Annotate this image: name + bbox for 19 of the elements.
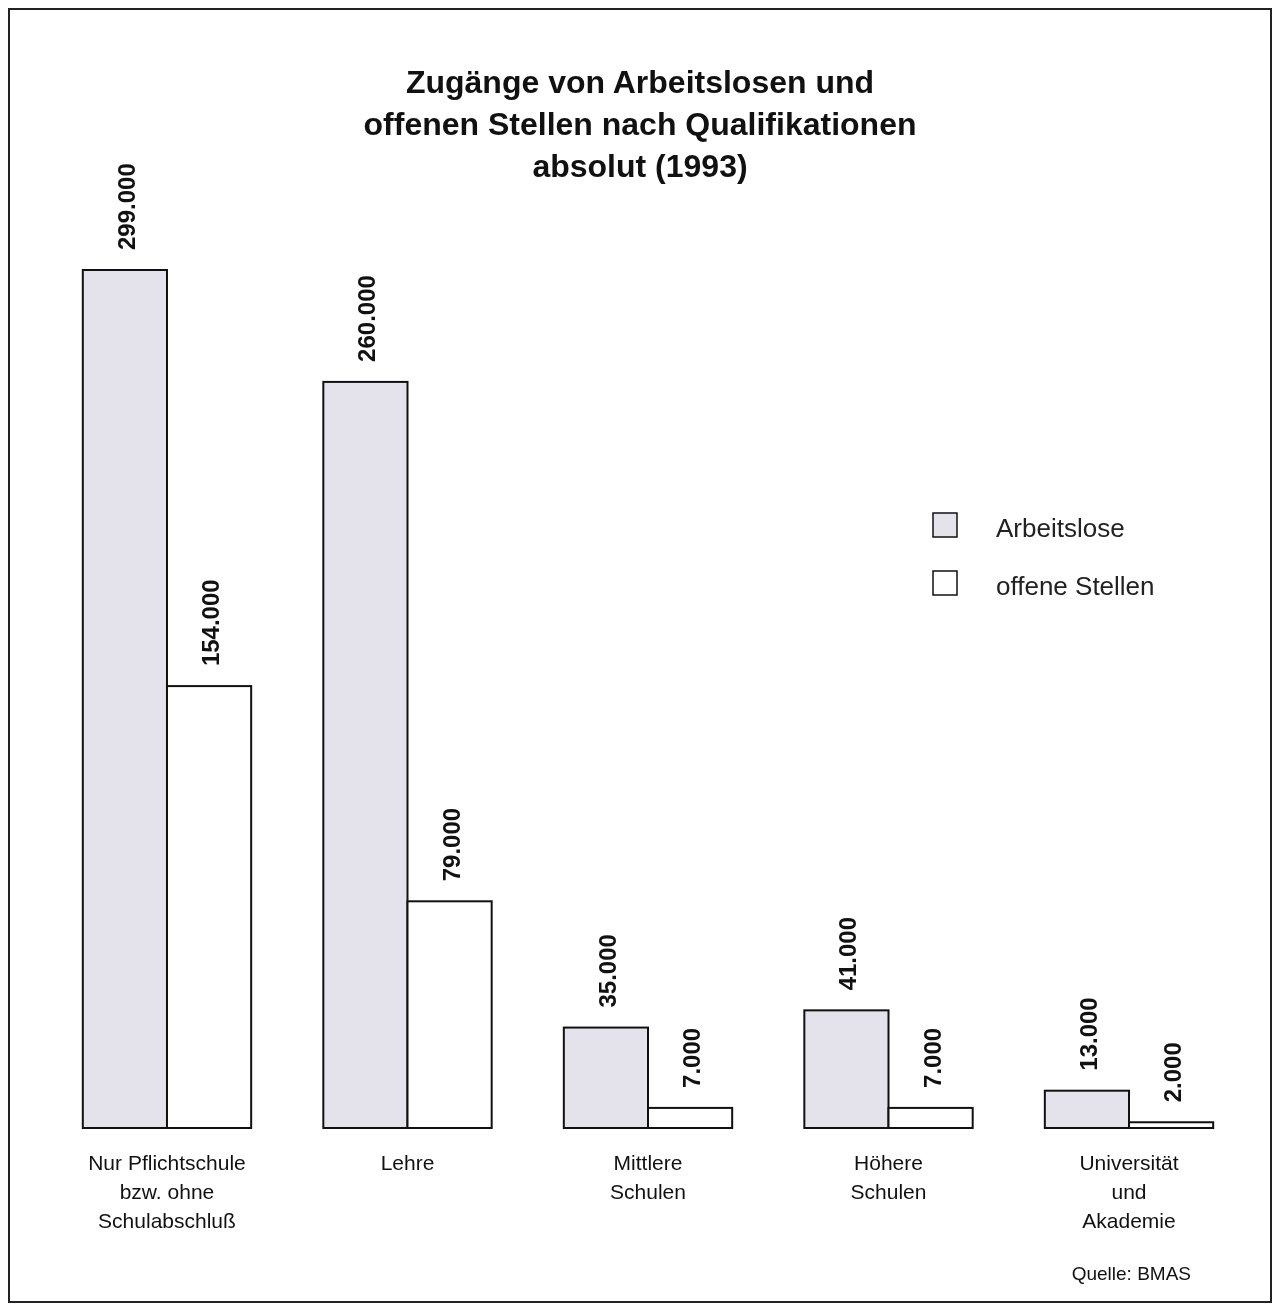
x-tick-label: Höhere Schulen	[850, 1151, 927, 1203]
data-label: 154.000	[197, 579, 225, 667]
data-label: 13.000	[1074, 997, 1102, 1071]
legend-label: offene Stellen	[996, 571, 1155, 601]
data-label: 35.000	[593, 934, 621, 1008]
data-label: 7.000	[918, 1027, 946, 1088]
source-note: Quelle: BMAS	[1071, 1263, 1191, 1284]
data-label: 2.000	[1159, 1042, 1187, 1103]
data-label: 79.000	[437, 807, 465, 882]
legend-label: Arbeitslose	[996, 513, 1125, 543]
data-label: 260.000	[353, 275, 381, 362]
chart-subtitle: absolut (1993)	[532, 148, 748, 184]
x-tick-label: Lehre	[380, 1151, 435, 1174]
data-label: 299.000	[112, 163, 140, 250]
data-label: 7.000	[678, 1027, 706, 1088]
x-tick-label: Universität und Akademie	[1079, 1151, 1179, 1232]
x-tick-label: Mittlere Schulen	[610, 1151, 686, 1203]
data-label: 41.000	[834, 916, 862, 991]
x-tick-label: Nur Pflichtschule bzw. ohne Schulabschluß	[88, 1151, 246, 1232]
